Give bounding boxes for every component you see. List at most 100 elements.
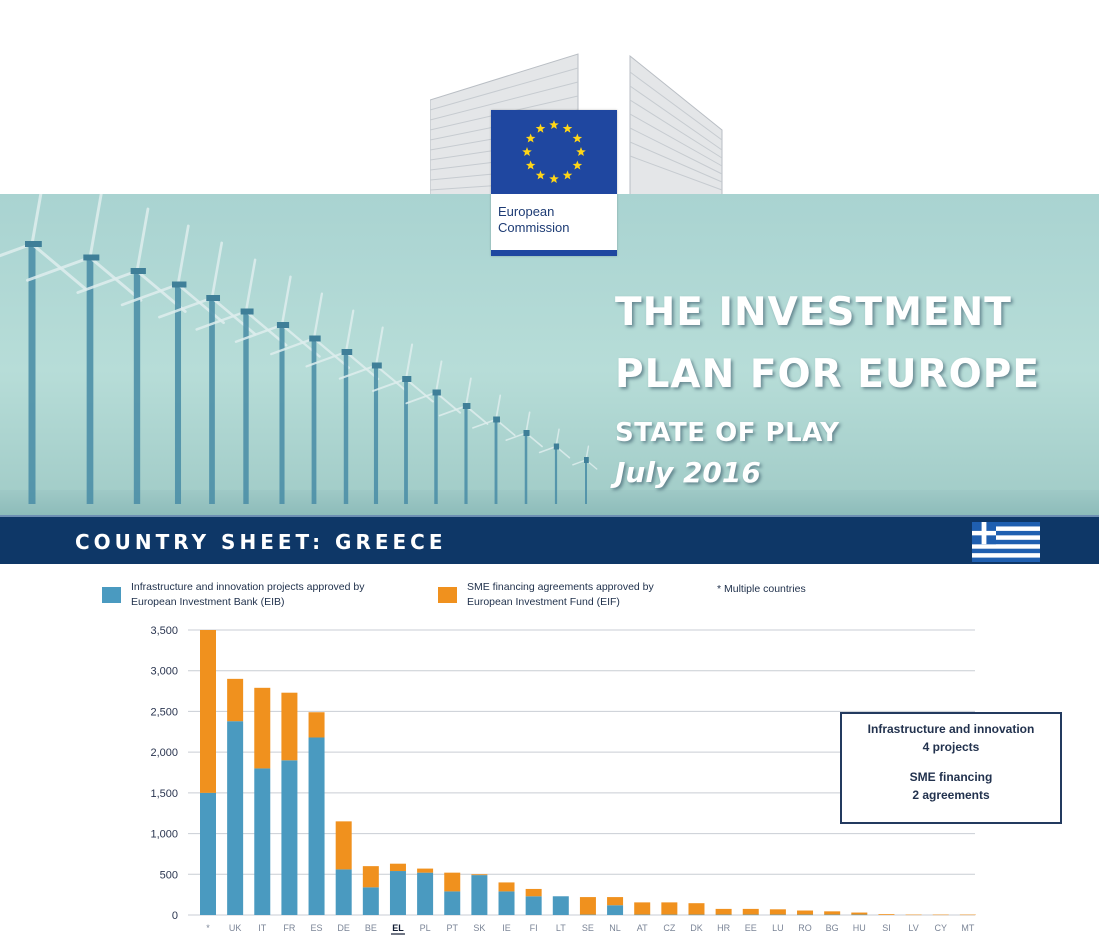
bar-segment-eif-BG [824, 911, 841, 915]
bar-segment-eib-* [200, 792, 216, 915]
bar-segment-eif-* [200, 630, 216, 793]
bar-segment-eib-RO [797, 914, 814, 916]
bar-segment-eif-FI [525, 888, 542, 897]
bar-segment-eif-BE [362, 866, 379, 888]
legend-label-eif: SME financing agreements approved by Eur… [467, 581, 654, 608]
eu-star-icon [572, 160, 583, 170]
x-tick-label: IE [502, 923, 511, 933]
x-tick-label: MT [961, 923, 974, 933]
bar-segment-eib-DK [688, 914, 705, 916]
x-tick-label: BG [826, 923, 839, 933]
bar-segment-eib-IE [498, 891, 515, 915]
bar-segment-eib-LT [552, 896, 569, 915]
bar-segment-eif-MT [959, 914, 976, 916]
eu-star-icon [562, 170, 573, 180]
bar-segment-eif-AT [634, 902, 651, 915]
bar-segment-eib-DE [335, 869, 352, 915]
bar-segment-eib-FI [525, 896, 542, 915]
bar-segment-eif-UK [227, 678, 244, 722]
bar-segment-eif-DE [335, 821, 352, 870]
bar-segment-eif-EE [742, 908, 759, 915]
eu-star-icon [576, 147, 586, 156]
bar-segment-eif-SE [579, 897, 596, 915]
bar-segment-eif-LU [769, 909, 786, 915]
bar-segment-eif-CY [932, 914, 949, 916]
bar-segment-eib-SE [579, 914, 596, 916]
x-tick-label: FR [283, 923, 295, 933]
bar-segment-eif-ES [308, 712, 325, 738]
x-tick-label: FI [530, 923, 538, 933]
bar-segment-eib-EE [742, 914, 759, 916]
legend-swatch-eib [102, 587, 121, 603]
bar-segment-eif-FR [281, 692, 298, 761]
bar-segment-eif-NL [607, 897, 624, 906]
y-tick-label: 3,500 [150, 625, 178, 637]
x-tick-label: AT [637, 923, 648, 933]
x-tick-label: PT [446, 923, 458, 933]
y-tick-label: 2,000 [150, 747, 178, 759]
x-tick-label: SE [582, 923, 594, 933]
eu-star-icon [549, 120, 559, 129]
eu-star-icon [525, 133, 536, 143]
bar-segment-eib-BG [824, 914, 841, 916]
summary-sme-label: SME financing [909, 770, 993, 784]
eu-star-icon [525, 160, 536, 170]
bar-segment-eib-IT [254, 768, 271, 915]
hero-date: July 2016 [615, 456, 761, 489]
summary-infrastructure-label: Infrastructure and innovation [867, 722, 1035, 736]
bar-segment-eib-ES [308, 737, 325, 915]
x-tick-label: IT [258, 923, 267, 933]
eu-star-icon [535, 170, 546, 180]
summary-infrastructure-count: 4 projects [922, 740, 980, 754]
logo-text-line1: European [498, 204, 555, 219]
x-tick-label: DE [337, 923, 350, 933]
bar-segment-eib-NL [607, 905, 624, 915]
bar-segment-eib-CZ [661, 914, 678, 916]
y-tick-label: 500 [160, 869, 178, 881]
legend-swatch-eif [438, 587, 457, 603]
country-sheet-label: COUNTRY SHEET: GREECE [75, 530, 447, 554]
x-tick-label: HR [717, 923, 730, 933]
x-tick-label: SI [882, 923, 891, 933]
greece-summary-box: Infrastructure and innovation 4 projects… [840, 712, 1062, 824]
bar-segment-eib-LU [769, 914, 786, 916]
hero-title-line2: PLAN FOR EUROPE [615, 352, 1040, 397]
y-tick-label: 0 [172, 910, 178, 922]
bar-segment-eib-HR [715, 914, 732, 916]
x-tick-label: UK [229, 923, 242, 933]
country-sheet-banner: COUNTRY SHEET: GREECE [0, 515, 1099, 564]
bar-segment-eif-PL [417, 868, 434, 873]
x-tick-label: ES [311, 923, 323, 933]
x-tick-label: DK [690, 923, 703, 933]
x-tick-label: LT [556, 923, 566, 933]
x-tick-label: LV [908, 923, 918, 933]
bar-segment-eib-BE [362, 887, 379, 915]
eu-star-icon [572, 133, 583, 143]
bar-segment-eif-HU [851, 912, 868, 915]
bar-segment-eib-SK [471, 875, 488, 915]
bar-segment-eib-PL [417, 872, 434, 915]
eu-star-icon [522, 147, 532, 156]
legend-label-eib: Infrastructure and innovation projects a… [131, 581, 365, 608]
european-commission-logo: European Commission [491, 110, 617, 256]
x-tick-label: PL [420, 923, 431, 933]
bar-segment-eif-IT [254, 687, 271, 769]
bar-segment-eif-EL [389, 863, 406, 872]
wind-turbines-image [0, 194, 1099, 515]
y-tick-label: 1,000 [150, 829, 178, 841]
x-tick-label: * [206, 923, 210, 933]
bar-segment-eif-SK [471, 874, 488, 876]
bar-segment-eif-RO [797, 910, 814, 915]
x-tick-label: SK [473, 923, 485, 933]
bar-segment-eif-IE [498, 882, 515, 892]
bar-segment-eif-PT [444, 872, 461, 892]
y-tick-label: 1,500 [150, 788, 178, 800]
bar-segment-eib-HU [851, 914, 868, 916]
bar-segment-eib-EL [389, 871, 406, 915]
bar-segment-eib-AT [634, 914, 651, 916]
x-tick-label: EE [745, 923, 757, 933]
x-tick-label: NL [609, 923, 621, 933]
x-tick-label: EL [392, 923, 404, 933]
x-tick-label: CZ [663, 923, 675, 933]
x-tick-label: HU [853, 923, 866, 933]
